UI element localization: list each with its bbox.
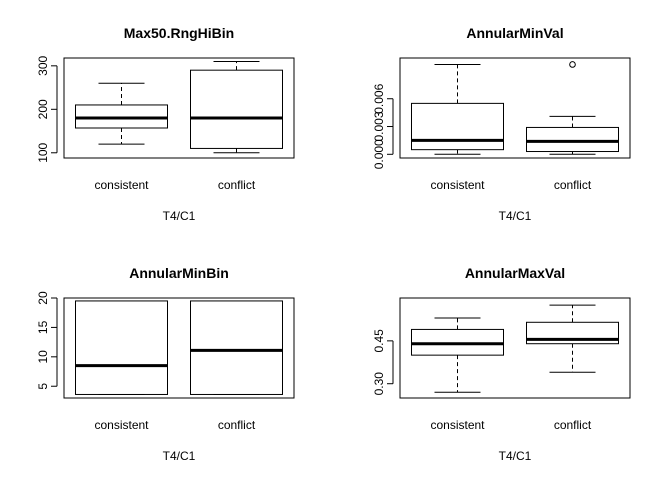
panel-4-title: AnnularMaxVal <box>465 265 565 281</box>
panel-2-y-tick-label: 0.000 <box>372 139 386 169</box>
panel-2-y-tick-label: 0.003 <box>372 111 386 141</box>
panel-1-y-tick-label: 200 <box>36 99 50 119</box>
panel-2-box-2-outlier-point <box>569 61 576 68</box>
panel-1-x-tick-label-conflict: conflict <box>218 178 256 192</box>
panel-2-title: AnnularMinVal <box>466 25 563 41</box>
panel-3-x-tick-label-conflict: conflict <box>218 418 256 432</box>
panel-1-y-tick-label: 100 <box>36 142 50 162</box>
panel-1-x-tick-label-consistent: consistent <box>94 178 149 192</box>
panel-3-y-tick-label: 5 <box>36 383 50 390</box>
panel-3-plot-frame <box>63 297 295 399</box>
panel-3-y-tick-label: 15 <box>36 320 50 334</box>
panel-4-x-axis-label: T4/C1 <box>499 449 532 463</box>
panel-2-x-axis-label: T4/C1 <box>499 209 532 223</box>
panel-1-y-tick-label: 300 <box>36 55 50 75</box>
panel-1-box-2-iqr-box <box>190 69 283 149</box>
panel-2-box-2-iqr-box <box>526 126 619 153</box>
panel-3-box-1-iqr-box <box>75 300 168 395</box>
panel-1-x-axis-label: T4/C1 <box>163 209 196 223</box>
panel-3-box-2-iqr-box <box>190 300 283 395</box>
panel-2-y-tick-label: 0.006 <box>372 83 386 113</box>
panel-1-title: Max50.RngHiBin <box>124 25 234 41</box>
panel-1-box-1-iqr-box <box>75 104 168 129</box>
panel-4-y-tick-label: 0.45 <box>372 329 386 353</box>
panel-3-title: AnnularMinBin <box>129 265 229 281</box>
panel-4-y-tick-label: 0.30 <box>372 372 386 396</box>
panel-3-x-axis-label: T4/C1 <box>163 449 196 463</box>
panel-3-y-tick-label: 20 <box>36 291 50 305</box>
panel-4-x-tick-label-consistent: consistent <box>430 418 485 432</box>
panel-2-plot-frame <box>399 57 631 159</box>
panel-4-x-tick-label-conflict: conflict <box>554 418 592 432</box>
panel-2-x-tick-label-consistent: consistent <box>430 178 485 192</box>
panel-2-box-1-iqr-box <box>411 102 504 151</box>
panel-3-x-tick-label-consistent: consistent <box>94 418 149 432</box>
panel-3-y-tick-label: 10 <box>36 350 50 364</box>
panel-1-plot-frame <box>63 57 295 159</box>
panel-2-x-tick-label-conflict: conflict <box>554 178 592 192</box>
panel-4-plot-frame <box>399 297 631 399</box>
